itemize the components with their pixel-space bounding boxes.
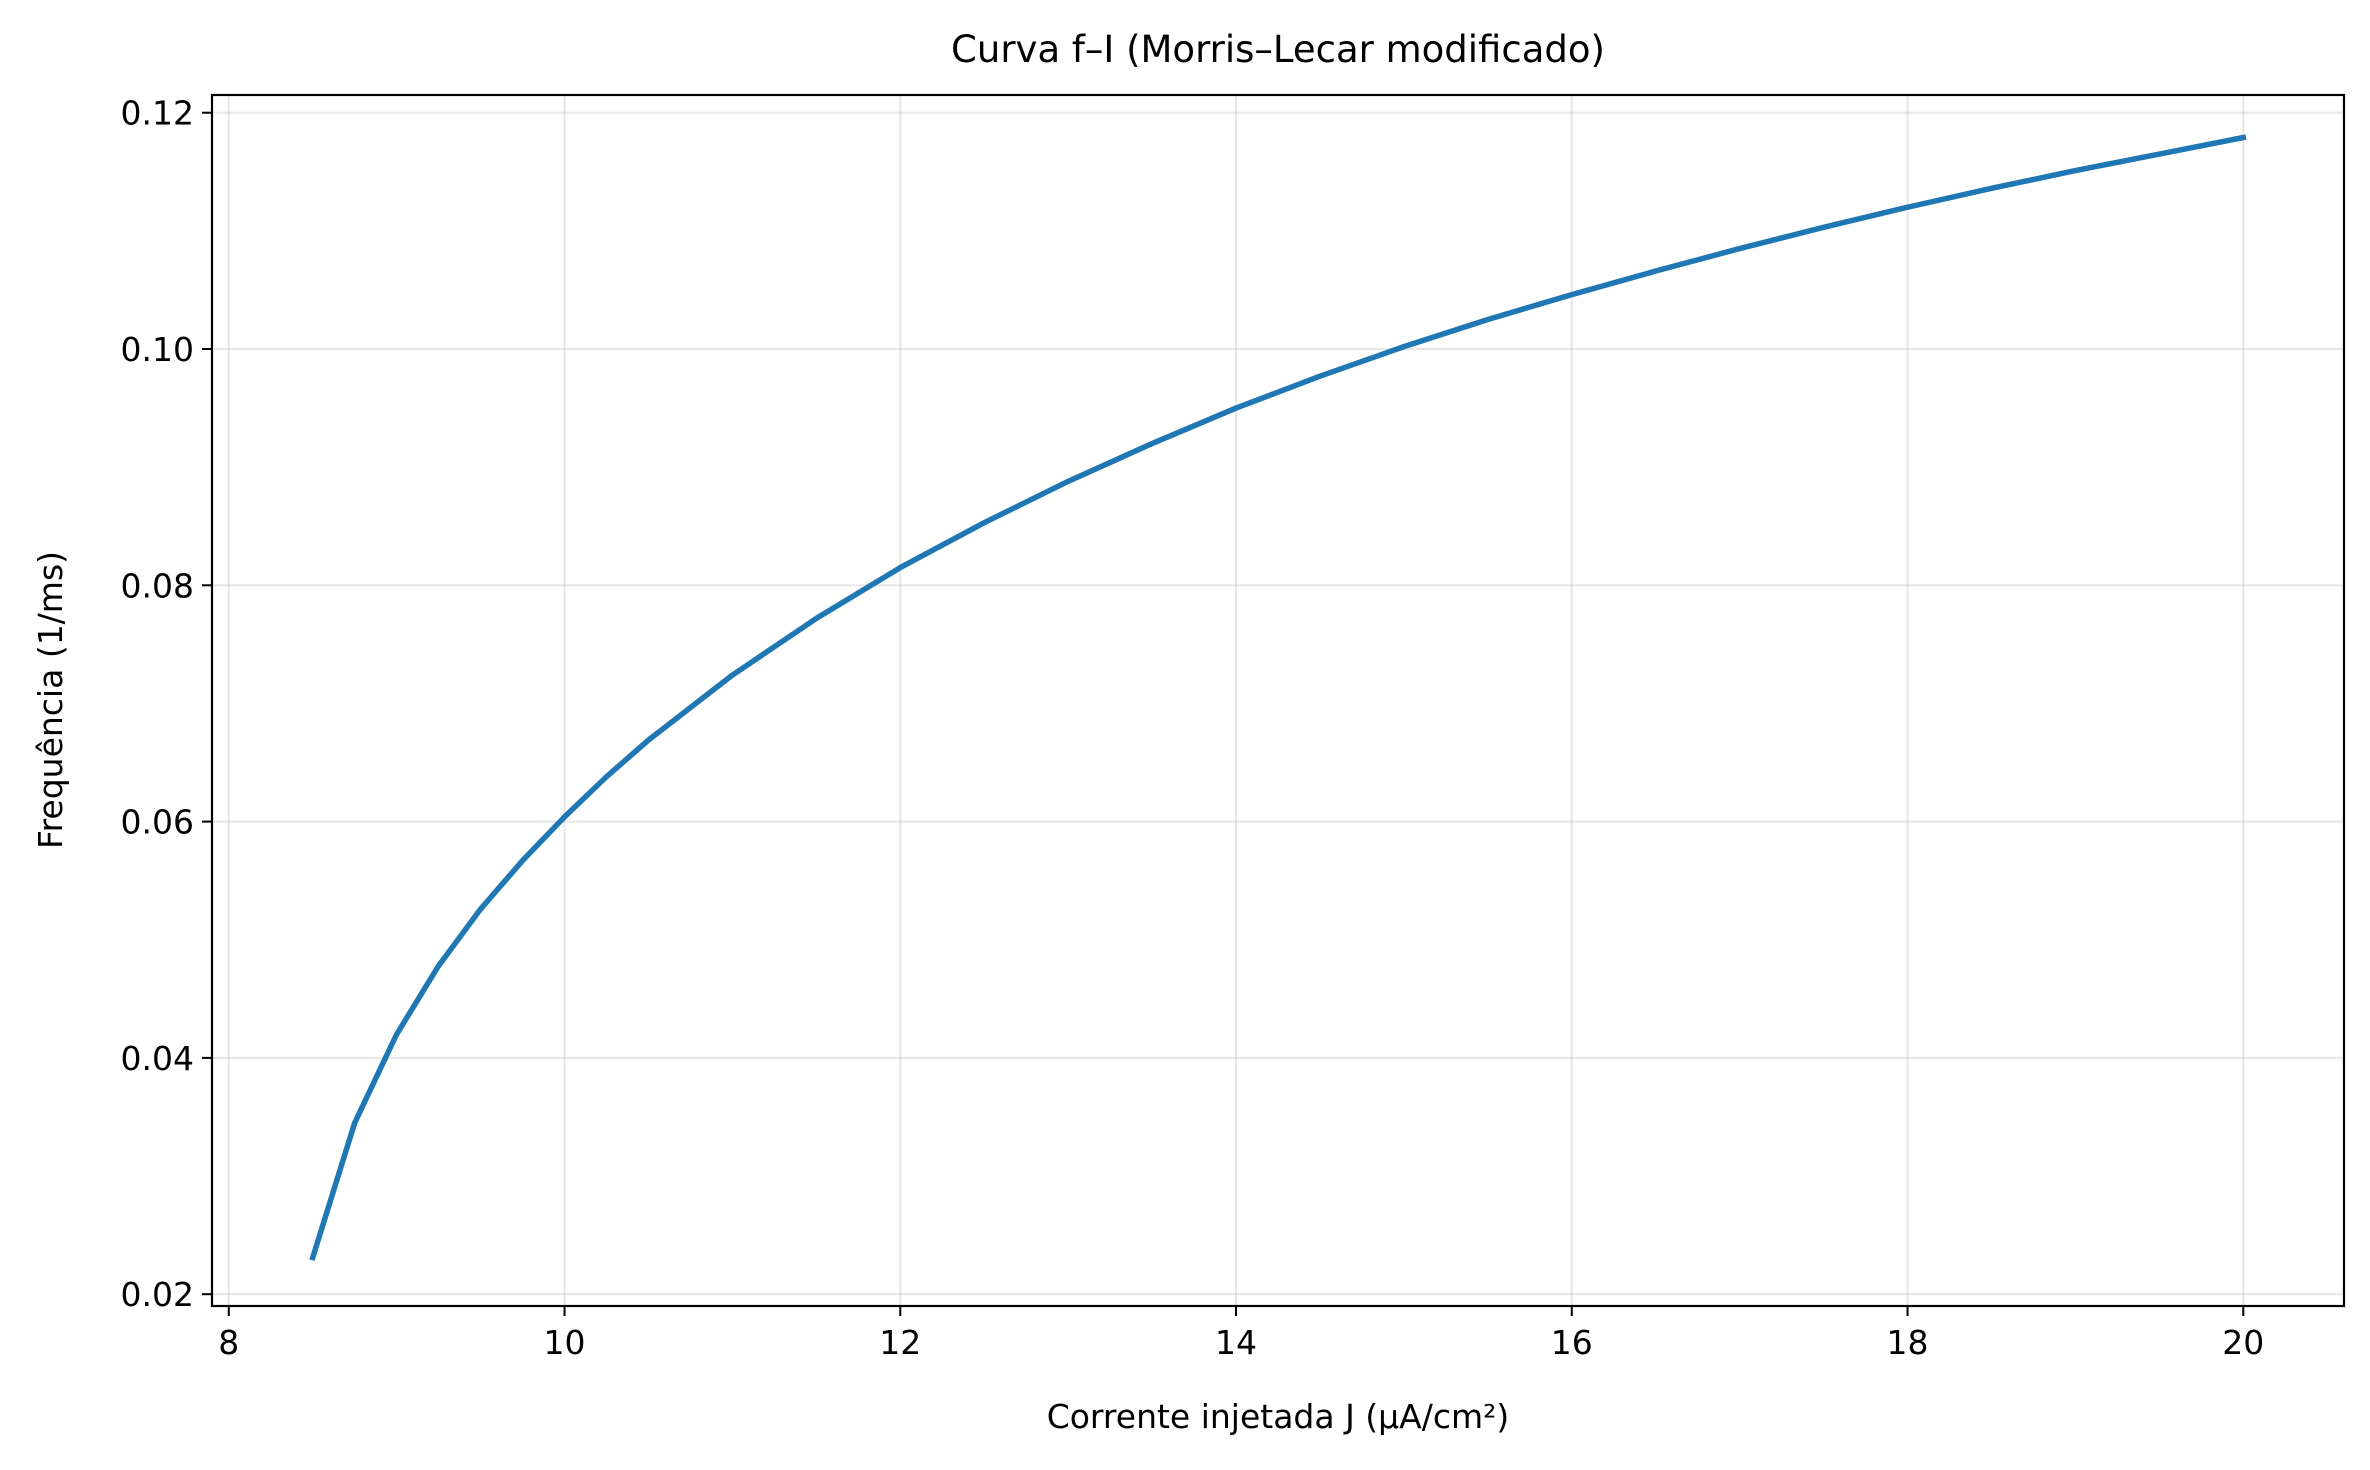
x-tick-label: 20 xyxy=(2222,1323,2264,1362)
x-tick-label: 8 xyxy=(218,1323,239,1362)
chart-title: Curva f–I (Morris–Lecar modificado) xyxy=(951,28,1605,71)
y-tick-label: 0.02 xyxy=(121,1275,194,1314)
series-line xyxy=(309,134,2247,1262)
series-layer xyxy=(309,134,2247,1262)
y-axis-ticks: 0.02 0.04 0.06 0.08 0.10 0.12 xyxy=(121,94,212,1314)
y-tick-label: 0.10 xyxy=(121,330,194,369)
y-axis-label: Frequência (1/ms) xyxy=(31,551,70,849)
x-tick-label: 10 xyxy=(544,1323,586,1362)
x-tick-label: 16 xyxy=(1551,1323,1593,1362)
y-tick-label: 0.04 xyxy=(121,1039,194,1078)
grid xyxy=(212,95,2344,1306)
x-tick-label: 14 xyxy=(1215,1323,1257,1362)
y-tick-label: 0.12 xyxy=(121,94,194,133)
x-axis-label: Corrente injetada J (µA/cm²) xyxy=(1047,1397,1510,1436)
x-tick-label: 18 xyxy=(1887,1323,1929,1362)
plot-frame xyxy=(210,93,2346,1308)
y-tick-label: 0.08 xyxy=(121,566,194,605)
x-tick-label: 12 xyxy=(879,1323,921,1362)
y-tick-label: 0.06 xyxy=(121,803,194,842)
x-axis-ticks: 8 10 12 14 16 18 20 xyxy=(218,1306,2264,1362)
